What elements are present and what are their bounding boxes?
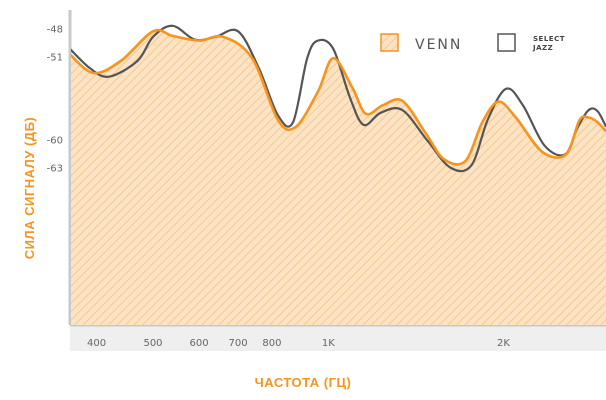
series-line-select-jazz [71, 24, 606, 173]
legend-label-select-jazz-line1: SELECT [533, 35, 565, 43]
y-tick-label: -60 [47, 136, 63, 147]
x-axis-title: ЧАСТОТА (ГЦ) [255, 375, 352, 390]
legend-swatch-select-jazz [497, 33, 516, 52]
legend-label-select-jazz-line2: JAZZ [532, 44, 553, 52]
y-tick-label: -63 [47, 164, 63, 175]
x-tick-label: 2K [497, 338, 510, 349]
legend: VENN SELECT JAZZ [380, 33, 565, 53]
legend-swatch-venn [380, 33, 399, 52]
x-tick-label: 500 [143, 338, 162, 349]
x-tick-label: 1K [322, 338, 335, 349]
x-tick-label: 600 [190, 338, 209, 349]
x-tick-label: 400 [87, 338, 106, 349]
y-tick-label: -51 [47, 52, 63, 63]
legend-label-venn: VENN [415, 37, 462, 53]
y-axis-title: СИЛА СИГНАЛУ (ДБ) [22, 117, 37, 259]
series-line-venn [71, 28, 606, 166]
x-tick-label: 700 [229, 338, 248, 349]
series-area-venn [71, 30, 606, 325]
y-tick-label: -48 [47, 25, 63, 36]
x-tick-label: 800 [262, 338, 281, 349]
